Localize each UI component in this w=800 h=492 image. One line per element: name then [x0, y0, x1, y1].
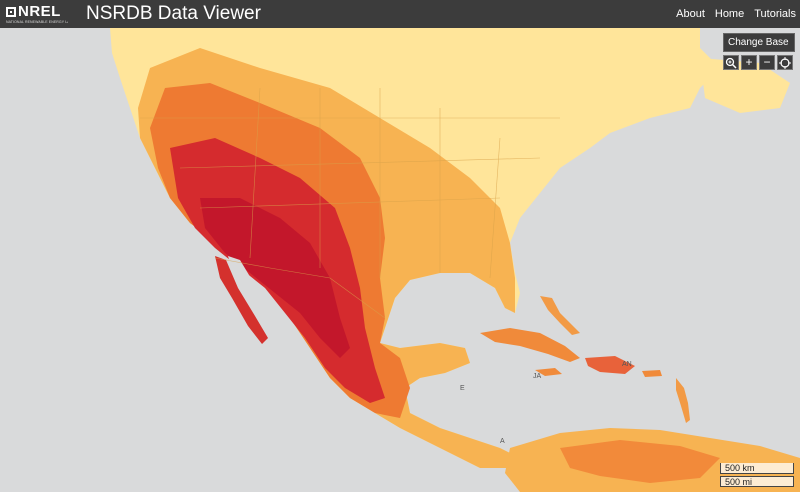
- hispaniola: [585, 356, 635, 374]
- gulf-of-california: [228, 256, 268, 320]
- zoom-in-button[interactable]: +: [741, 55, 757, 70]
- nrel-logo-icon: [6, 6, 16, 17]
- south-america-highlands: [560, 440, 720, 483]
- crosshair-icon-glyph: [779, 57, 791, 69]
- zoom-out-button[interactable]: −: [759, 55, 775, 70]
- cuba: [480, 328, 580, 362]
- magnify-icon-glyph: [725, 57, 737, 69]
- map-controls: Change Base + −: [723, 33, 795, 70]
- magnify-icon[interactable]: [723, 55, 739, 70]
- lesser-antilles: [676, 378, 690, 423]
- map-canvas[interactable]: JA AN E A: [0, 28, 800, 492]
- scale-bar-mi: 500 mi: [720, 476, 794, 487]
- map-label-e: E: [460, 385, 465, 392]
- crosshair-icon[interactable]: [777, 55, 793, 70]
- map-label-an: AN: [622, 361, 632, 368]
- solar-irradiance-map[interactable]: [0, 28, 800, 492]
- app-title: NSRDB Data Viewer: [86, 3, 261, 24]
- bahamas: [540, 296, 580, 335]
- northeast-land: [700, 58, 790, 113]
- change-base-button[interactable]: Change Base: [723, 33, 795, 52]
- map-label-a: A: [500, 438, 505, 445]
- nrel-logo[interactable]: NREL NATIONAL RENEWABLE ENERGY LABORATOR…: [6, 2, 68, 26]
- map-label-ja: JA: [533, 373, 542, 380]
- header-bar: NREL NATIONAL RENEWABLE ENERGY LABORATOR…: [0, 0, 800, 28]
- scale-bar-km: 500 km: [720, 463, 794, 474]
- jamaica: [535, 368, 562, 376]
- nav-about[interactable]: About: [676, 8, 705, 20]
- puerto-rico: [642, 370, 662, 377]
- nav-home[interactable]: Home: [714, 8, 745, 20]
- baja-california: [215, 256, 268, 344]
- political-borders: [140, 87, 560, 319]
- logo-text: NREL: [18, 3, 61, 20]
- top-nav: About Home Tutorials: [666, 0, 796, 28]
- irradiance-band-core: [200, 198, 350, 358]
- logo-subtext: NATIONAL RENEWABLE ENERGY LABORATORY: [6, 20, 68, 24]
- nav-tutorials[interactable]: Tutorials: [754, 8, 796, 20]
